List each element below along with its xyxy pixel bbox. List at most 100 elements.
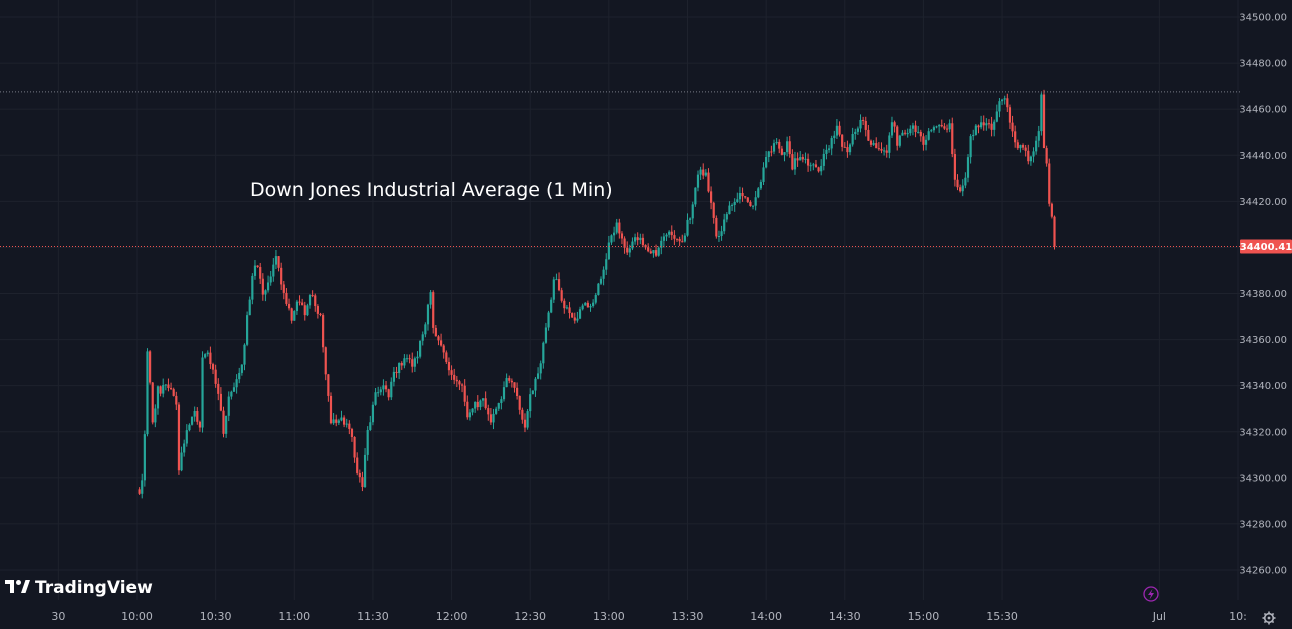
candle-body xyxy=(253,265,257,276)
candle-body xyxy=(259,267,262,279)
candle-body xyxy=(890,122,894,136)
candle-body xyxy=(775,141,778,144)
candle-body xyxy=(883,150,886,152)
lightning-icon[interactable] xyxy=(1143,586,1159,602)
candle-body xyxy=(295,301,299,312)
candle-body xyxy=(476,401,479,408)
candle-body xyxy=(825,149,828,154)
candle-body xyxy=(683,235,686,242)
candle-body xyxy=(709,191,713,203)
candle-body xyxy=(639,237,642,241)
candle-body xyxy=(1048,163,1051,204)
candle-body xyxy=(227,396,230,416)
candle-body xyxy=(699,169,702,175)
candle-body xyxy=(419,340,422,357)
candle-body xyxy=(707,172,710,192)
candle-body xyxy=(353,436,356,458)
candle-body xyxy=(243,344,246,365)
candle-body xyxy=(290,308,293,321)
candle-body xyxy=(246,315,249,345)
candle-body xyxy=(961,185,964,192)
candle-body xyxy=(615,222,618,233)
candle-body xyxy=(599,278,603,284)
candle-body xyxy=(977,125,980,128)
candle-body xyxy=(471,408,474,413)
candle-body xyxy=(217,383,220,394)
candle-body xyxy=(681,241,684,243)
candle-body xyxy=(654,250,658,256)
candle-body xyxy=(534,378,537,391)
candle-body xyxy=(578,309,582,319)
candle-body xyxy=(980,122,983,128)
candle-body xyxy=(416,356,419,359)
candle-body xyxy=(196,411,199,422)
candle-body xyxy=(492,413,495,423)
candle-body xyxy=(966,157,970,178)
candle-body xyxy=(820,165,823,172)
candle-body xyxy=(877,148,880,150)
grid xyxy=(0,0,1240,600)
candle-body xyxy=(1000,99,1004,102)
candle-body xyxy=(377,392,380,394)
candle-body xyxy=(287,303,291,309)
candle-body xyxy=(301,302,304,306)
candle-body xyxy=(340,417,343,421)
candle-body xyxy=(426,304,430,325)
candle-body xyxy=(550,299,553,313)
candle-body xyxy=(613,232,616,236)
candle-body xyxy=(835,125,839,136)
candle-body xyxy=(898,135,901,146)
candle-body xyxy=(261,278,264,295)
y-axis[interactable]: 34500.00 34480.00 34460.00 34440.00 34420.00… xyxy=(1239,13,1292,577)
candle-body xyxy=(544,327,548,343)
candle-body xyxy=(460,384,464,386)
candle-body xyxy=(363,454,367,488)
candle-body xyxy=(214,369,217,384)
candle-body xyxy=(872,143,875,145)
x-axis[interactable]: 30 10:00 10:30 11:00 11:30 12:00 12:30 13:00 13:… xyxy=(51,610,1246,623)
candle-body xyxy=(597,283,600,295)
candle-body xyxy=(434,327,437,337)
candle-body xyxy=(209,352,212,365)
candle-body xyxy=(778,141,781,149)
y-tick-label: 34280.00 xyxy=(1239,519,1287,530)
candle-body xyxy=(219,393,222,411)
candle-body xyxy=(859,119,862,129)
candle-body xyxy=(888,135,891,153)
tradingview-brand-text: TradingView xyxy=(35,578,153,598)
candle-body xyxy=(356,457,359,473)
candle-body xyxy=(149,351,152,383)
settings-gear-icon[interactable] xyxy=(1262,611,1276,625)
candle-body xyxy=(474,401,477,409)
candle-body xyxy=(555,279,558,281)
candle-body xyxy=(542,342,545,364)
candle-body xyxy=(875,143,878,149)
candle-body xyxy=(938,125,941,127)
candle-body xyxy=(204,354,207,358)
tradingview-logo[interactable]: TradingView xyxy=(5,578,153,598)
candle-body xyxy=(468,412,472,418)
candle-body xyxy=(489,414,492,423)
candle-body xyxy=(198,421,202,428)
candle-body xyxy=(337,420,340,423)
y-tick-label: 34500.00 xyxy=(1239,13,1287,24)
candle-body xyxy=(767,151,770,157)
candle-body xyxy=(956,179,959,188)
candle-body xyxy=(990,123,993,130)
candle-body xyxy=(516,387,519,397)
candle-body xyxy=(689,218,692,220)
candle-body xyxy=(838,125,841,135)
candle-body xyxy=(316,306,319,314)
candle-body xyxy=(392,371,395,382)
candle-body xyxy=(762,167,765,182)
candle-body xyxy=(1011,122,1014,132)
candle-body xyxy=(571,313,574,318)
candle-body xyxy=(232,387,236,392)
candle-body xyxy=(141,480,144,494)
candle-body xyxy=(668,231,671,235)
candle-body xyxy=(1053,216,1056,247)
candle-body xyxy=(754,197,757,206)
